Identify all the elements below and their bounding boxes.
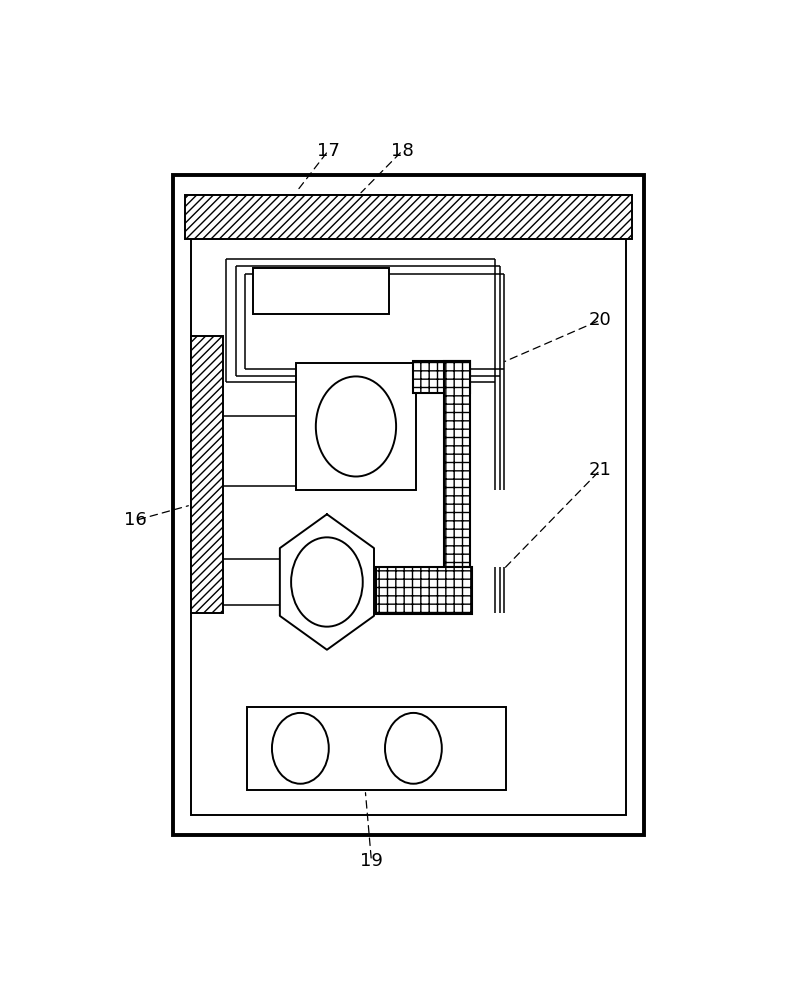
Bar xyxy=(191,195,626,815)
Circle shape xyxy=(272,713,329,784)
Bar xyxy=(191,336,223,613)
Text: 20: 20 xyxy=(588,311,611,329)
Text: 16: 16 xyxy=(124,511,147,529)
Text: 19: 19 xyxy=(360,852,383,870)
Text: 18: 18 xyxy=(391,142,414,160)
Bar xyxy=(253,268,389,314)
Circle shape xyxy=(316,376,396,477)
Text: 21: 21 xyxy=(588,461,611,479)
Bar xyxy=(376,567,472,614)
Bar xyxy=(296,363,417,490)
Bar xyxy=(246,707,506,790)
Bar xyxy=(185,195,632,239)
Circle shape xyxy=(385,713,442,784)
Text: 17: 17 xyxy=(316,142,340,160)
Bar xyxy=(414,361,470,393)
Bar xyxy=(172,175,645,835)
Bar xyxy=(444,361,470,567)
Circle shape xyxy=(291,537,363,627)
